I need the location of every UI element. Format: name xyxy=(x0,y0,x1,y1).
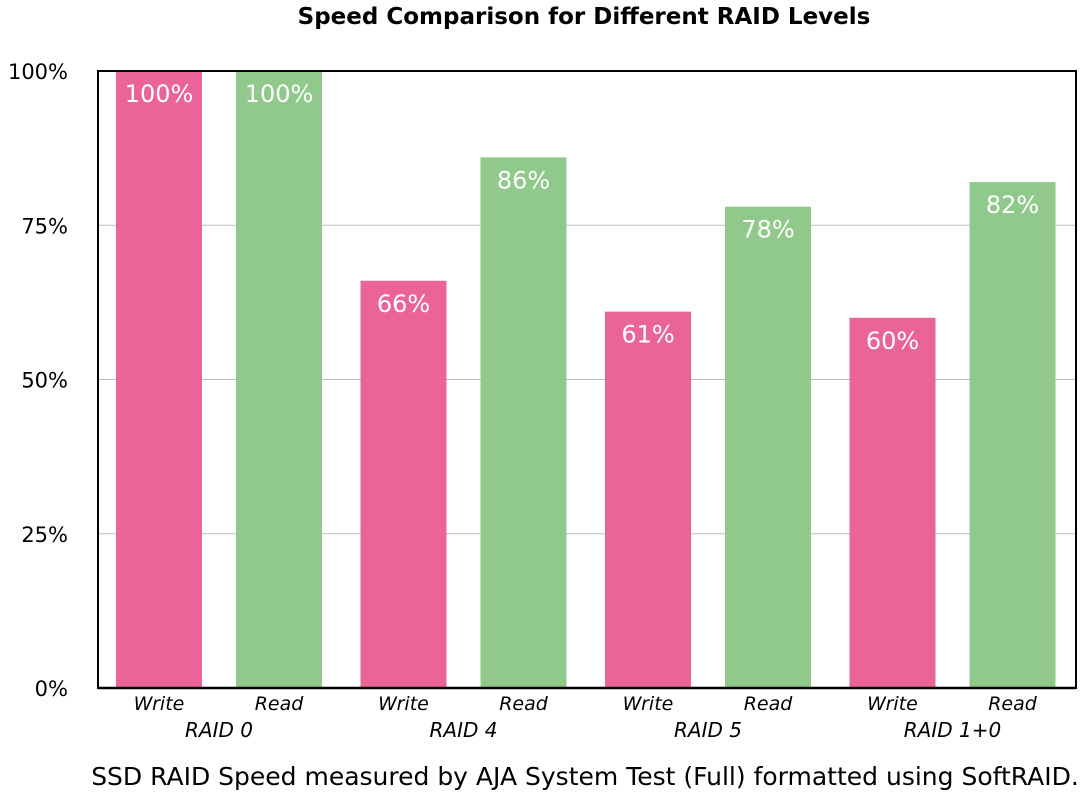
x-tick-label: Read xyxy=(499,693,549,715)
y-tick-label: 50% xyxy=(21,369,68,393)
x-tick-label: Read xyxy=(988,693,1038,715)
x-tick-label: Write xyxy=(867,693,918,715)
x-tick-label: Write xyxy=(134,693,185,715)
y-tick-label: 25% xyxy=(21,523,68,547)
y-tick-label: 100% xyxy=(8,60,68,84)
group-label: RAID 4 xyxy=(430,718,498,742)
chart-title: Speed Comparison for Different RAID Leve… xyxy=(297,4,871,30)
data-label: 100% xyxy=(245,80,314,108)
data-label: 60% xyxy=(866,327,919,355)
bar xyxy=(969,182,1056,688)
data-label: 78% xyxy=(741,216,794,244)
group-label: RAID 5 xyxy=(674,718,742,742)
bar xyxy=(116,71,202,688)
bar xyxy=(480,157,567,688)
group-label: RAID 1+0 xyxy=(904,718,1001,742)
bar xyxy=(725,206,811,689)
bar xyxy=(360,280,447,688)
x-tick-label: Read xyxy=(744,693,794,715)
y-tick-label: 75% xyxy=(21,214,68,238)
chart-caption: SSD RAID Speed measured by AJA System Te… xyxy=(91,762,1079,791)
data-label: 61% xyxy=(621,321,674,349)
data-label: 66% xyxy=(377,290,430,318)
bar xyxy=(849,317,936,688)
x-tick-label: Write xyxy=(378,693,429,715)
data-label: 86% xyxy=(497,166,550,194)
data-label: 100% xyxy=(125,80,194,108)
x-tick-label: Write xyxy=(623,693,674,715)
x-tick-label: Read xyxy=(255,693,305,715)
bar xyxy=(236,71,322,688)
bar xyxy=(605,311,691,688)
data-label: 82% xyxy=(986,191,1039,219)
y-tick-label: 0% xyxy=(35,677,68,701)
group-label: RAID 0 xyxy=(185,718,253,742)
